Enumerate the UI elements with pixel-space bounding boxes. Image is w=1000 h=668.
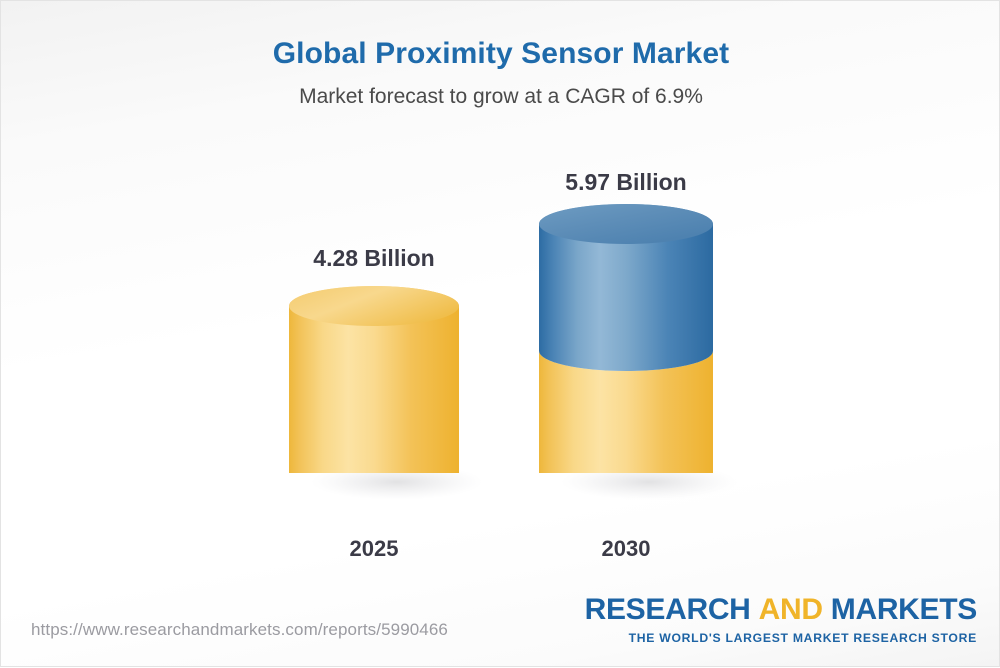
logo-word-and: AND (758, 592, 823, 626)
logo-tagline: THE WORLD'S LARGEST MARKET RESEARCH STOR… (628, 630, 977, 645)
bar-group-2025: 4.28 Billion (289, 161, 483, 561)
bar-body-2025 (289, 286, 459, 473)
logo-word-markets: MARKETS (830, 592, 978, 626)
chart-subtitle: Market forecast to grow at a CAGR of 6.9… (299, 85, 703, 108)
bar-group-2030: 5.97 Billion (539, 161, 737, 561)
bar-value-label-2025: 4.28 Billion (313, 245, 435, 271)
logo-wordmark: RESEARCH AND MARKETS (584, 592, 978, 626)
chart-header: Global Proximity Sensor Market Market fo… (1, 37, 1000, 108)
research-and-markets-logo[interactable]: RESEARCH AND MARKETS THE WORLD'S LARGEST… (584, 592, 978, 645)
bar-category-label-2030: 2030 (601, 536, 651, 561)
bar-category-label-2025: 2025 (349, 536, 399, 561)
bar-cylinder-2025 (289, 286, 483, 508)
cylinder-2025-svg (289, 286, 483, 500)
logo-word-research: RESEARCH (584, 592, 751, 626)
bar-body-blue-2030 (539, 204, 713, 371)
bar-value-label-2030: 5.97 Billion (565, 169, 687, 195)
page-title: Global Proximity Sensor Market (272, 37, 730, 70)
bar-body-yellow-2030 (539, 351, 713, 473)
cylinder-2030-svg (539, 204, 737, 500)
bar-top-cap-2025 (289, 286, 459, 326)
bar-cylinder-2030 (539, 204, 737, 508)
report-url[interactable]: https://www.researchandmarkets.com/repor… (31, 620, 448, 639)
bar-top-cap-2030 (539, 204, 713, 244)
